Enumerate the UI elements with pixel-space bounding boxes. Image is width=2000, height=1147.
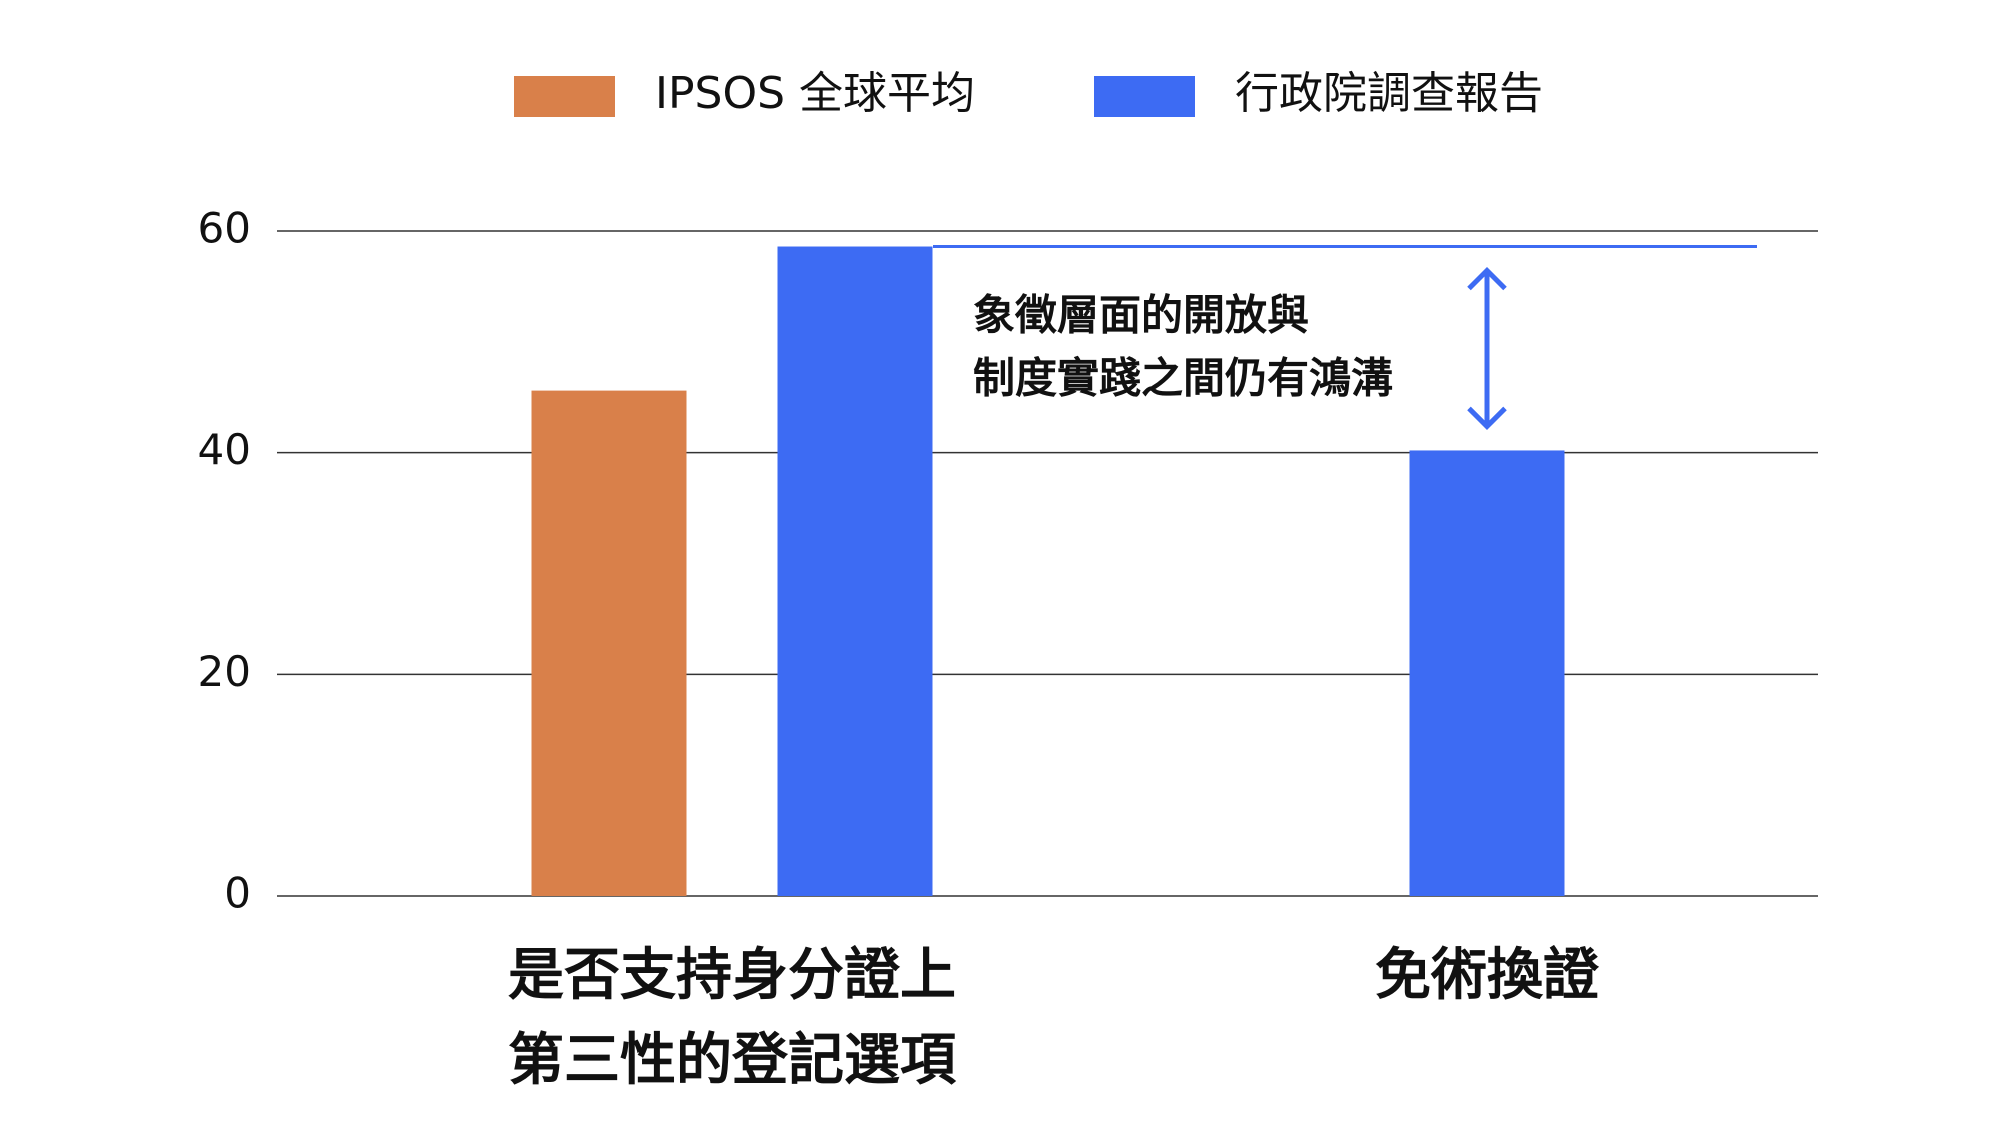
legend-swatch bbox=[514, 76, 615, 117]
annotation: 制度實踐之間仍有鴻溝 bbox=[973, 354, 1393, 403]
bar bbox=[531, 390, 687, 896]
legend-label: IPSOS 全球平均 bbox=[655, 68, 975, 119]
y-tick-label: 0 bbox=[224, 869, 251, 918]
x-tick-label: 免術換證 bbox=[1375, 943, 1600, 1008]
x-tick-label: 第三性的登記選項 bbox=[508, 1028, 957, 1093]
y-tick-label: 40 bbox=[198, 425, 251, 474]
y-tick-label: 60 bbox=[198, 204, 251, 253]
x-tick-label: 是否支持身分證上 bbox=[508, 943, 956, 1008]
bar bbox=[777, 246, 933, 896]
arrow-head bbox=[1467, 266, 1507, 291]
arrow-head bbox=[1467, 406, 1507, 430]
legend-swatch bbox=[1094, 76, 1195, 117]
annotation: 象徵層面的開放與 bbox=[973, 291, 1309, 340]
y-tick-label: 20 bbox=[198, 647, 251, 696]
bar bbox=[1409, 450, 1565, 896]
legend-label: 行政院調查報告 bbox=[1235, 68, 1543, 119]
